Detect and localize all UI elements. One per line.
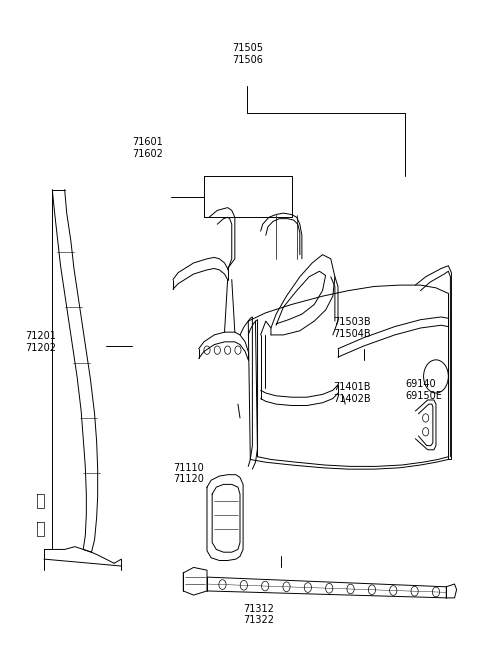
Text: 71505
71506: 71505 71506 <box>232 43 263 65</box>
Text: 71201
71202: 71201 71202 <box>25 331 57 353</box>
Text: 71601
71602: 71601 71602 <box>132 137 163 159</box>
Text: 71110
71120: 71110 71120 <box>173 462 204 484</box>
Text: 71503B
71504B: 71503B 71504B <box>333 318 371 338</box>
Text: 69140
69150E: 69140 69150E <box>405 379 442 401</box>
Text: 71312
71322: 71312 71322 <box>243 604 274 625</box>
Text: 71401B
71402B: 71401B 71402B <box>333 382 371 404</box>
